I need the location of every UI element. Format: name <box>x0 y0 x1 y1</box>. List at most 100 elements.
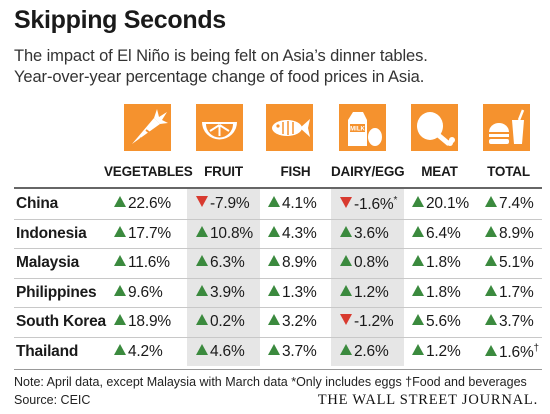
country-label: Thailand <box>16 343 79 360</box>
value-cell: 3.7% <box>485 313 534 331</box>
up-arrow-icon <box>485 225 497 237</box>
value-text: 1.8% <box>426 283 461 301</box>
source-note: Source: CEIC <box>14 393 91 407</box>
value-text: 8.9% <box>499 224 534 242</box>
value-text: 6.3% <box>210 254 245 272</box>
value-cell: 3.7% <box>268 343 317 361</box>
carrot-icon <box>124 104 171 151</box>
footnote-mark: * <box>393 195 398 206</box>
dairy-column-shade <box>331 188 404 366</box>
value-text: 5.6% <box>426 313 461 331</box>
column-header-meat: MEAT <box>421 164 458 179</box>
value-text: 1.7% <box>499 283 534 301</box>
value-cell: 7.4% <box>485 195 534 213</box>
value-cell: 3.6% <box>340 225 389 243</box>
fruit-column-shade <box>187 188 260 366</box>
value-text: 0.2% <box>210 313 245 331</box>
value-cell: 10.8% <box>196 225 253 243</box>
up-arrow-icon <box>412 196 424 207</box>
up-arrow-icon <box>412 314 424 326</box>
up-arrow-icon <box>196 344 208 355</box>
value-cell: 0.8% <box>340 254 389 272</box>
meat-icon <box>411 104 458 151</box>
up-arrow-icon <box>485 345 497 356</box>
column-header-fruit: FRUIT <box>204 164 243 179</box>
up-arrow-icon <box>268 284 280 296</box>
up-arrow-icon <box>268 314 280 326</box>
up-arrow-icon <box>268 196 280 207</box>
value-text: 3.7% <box>282 343 317 360</box>
country-label: China <box>16 195 59 212</box>
orange-slice-icon <box>196 104 243 151</box>
value-cell: -7.9% <box>196 195 250 213</box>
value-text: 4.2% <box>128 343 163 360</box>
value-text: 20.1% <box>426 195 469 212</box>
value-cell: 1.7% <box>485 284 534 302</box>
value-text: 1.8% <box>426 254 461 272</box>
value-cell: 1.2% <box>412 343 461 361</box>
value-text: -1.6% <box>354 196 394 213</box>
up-arrow-icon <box>268 255 280 267</box>
milk-egg-icon: MILK <box>339 104 386 151</box>
value-text: 3.7% <box>499 313 534 331</box>
value-text: -1.2% <box>354 313 394 331</box>
country-label: Indonesia <box>16 224 87 242</box>
value-cell: 1.8% <box>412 254 461 272</box>
value-cell: 2.6% <box>340 343 389 361</box>
up-arrow-icon <box>340 225 352 237</box>
value-text: 5.1% <box>499 254 534 272</box>
value-text: 4.6% <box>210 343 245 360</box>
value-cell: 5.1% <box>485 254 534 272</box>
up-arrow-icon <box>196 225 208 237</box>
value-text: 3.6% <box>354 224 389 242</box>
value-cell: 18.9% <box>114 313 171 331</box>
value-text: 7.4% <box>499 195 534 212</box>
value-cell: 3.9% <box>196 284 245 302</box>
value-text: 3.2% <box>282 313 317 331</box>
down-arrow-icon <box>340 197 352 208</box>
up-arrow-icon <box>114 284 126 296</box>
table-top-rule <box>14 187 542 189</box>
value-cell: 20.1% <box>412 195 469 213</box>
row-divider <box>14 218 542 220</box>
up-arrow-icon <box>485 284 497 296</box>
value-cell: 0.2% <box>196 313 245 331</box>
value-text: 18.9% <box>128 313 171 331</box>
value-cell: 1.3% <box>268 284 317 302</box>
value-text: 2.6% <box>354 343 389 360</box>
svg-text:MILK: MILK <box>350 127 365 133</box>
value-cell: 4.1% <box>268 195 317 213</box>
value-text: 8.9% <box>282 254 317 272</box>
value-text: 9.6% <box>128 283 163 301</box>
value-text: 10.8% <box>210 224 253 242</box>
subtitle-line-1: The impact of El Niño is being felt on A… <box>14 47 428 65</box>
value-cell: 3.2% <box>268 313 317 331</box>
value-cell: 5.6% <box>412 313 461 331</box>
value-cell: 4.3% <box>268 225 317 243</box>
footnote: Note: April data, except Malaysia with M… <box>14 375 527 389</box>
table-bottom-rule <box>14 369 542 370</box>
down-arrow-icon <box>340 314 352 326</box>
up-arrow-icon <box>114 314 126 326</box>
country-label: Malaysia <box>16 254 80 272</box>
value-cell: 6.3% <box>196 254 245 272</box>
value-text: 3.9% <box>210 283 245 301</box>
value-cell: 17.7% <box>114 225 171 243</box>
up-arrow-icon <box>412 225 424 237</box>
value-text: 1.2% <box>426 343 461 360</box>
row-divider <box>14 307 542 309</box>
value-cell: 8.9% <box>268 254 317 272</box>
value-cell: -1.2% <box>340 313 394 331</box>
up-arrow-icon <box>114 225 126 237</box>
value-text: 1.6% <box>499 344 534 361</box>
column-header-total: TOTAL <box>487 164 530 179</box>
value-text: -7.9% <box>210 195 250 212</box>
up-arrow-icon <box>196 314 208 326</box>
value-cell: -1.6%* <box>340 195 397 214</box>
up-arrow-icon <box>340 255 352 267</box>
up-arrow-icon <box>412 344 424 355</box>
value-cell: 1.8% <box>412 284 461 302</box>
country-label: Philippines <box>16 283 97 301</box>
value-text: 1.3% <box>282 283 317 301</box>
fish-icon <box>266 104 313 151</box>
